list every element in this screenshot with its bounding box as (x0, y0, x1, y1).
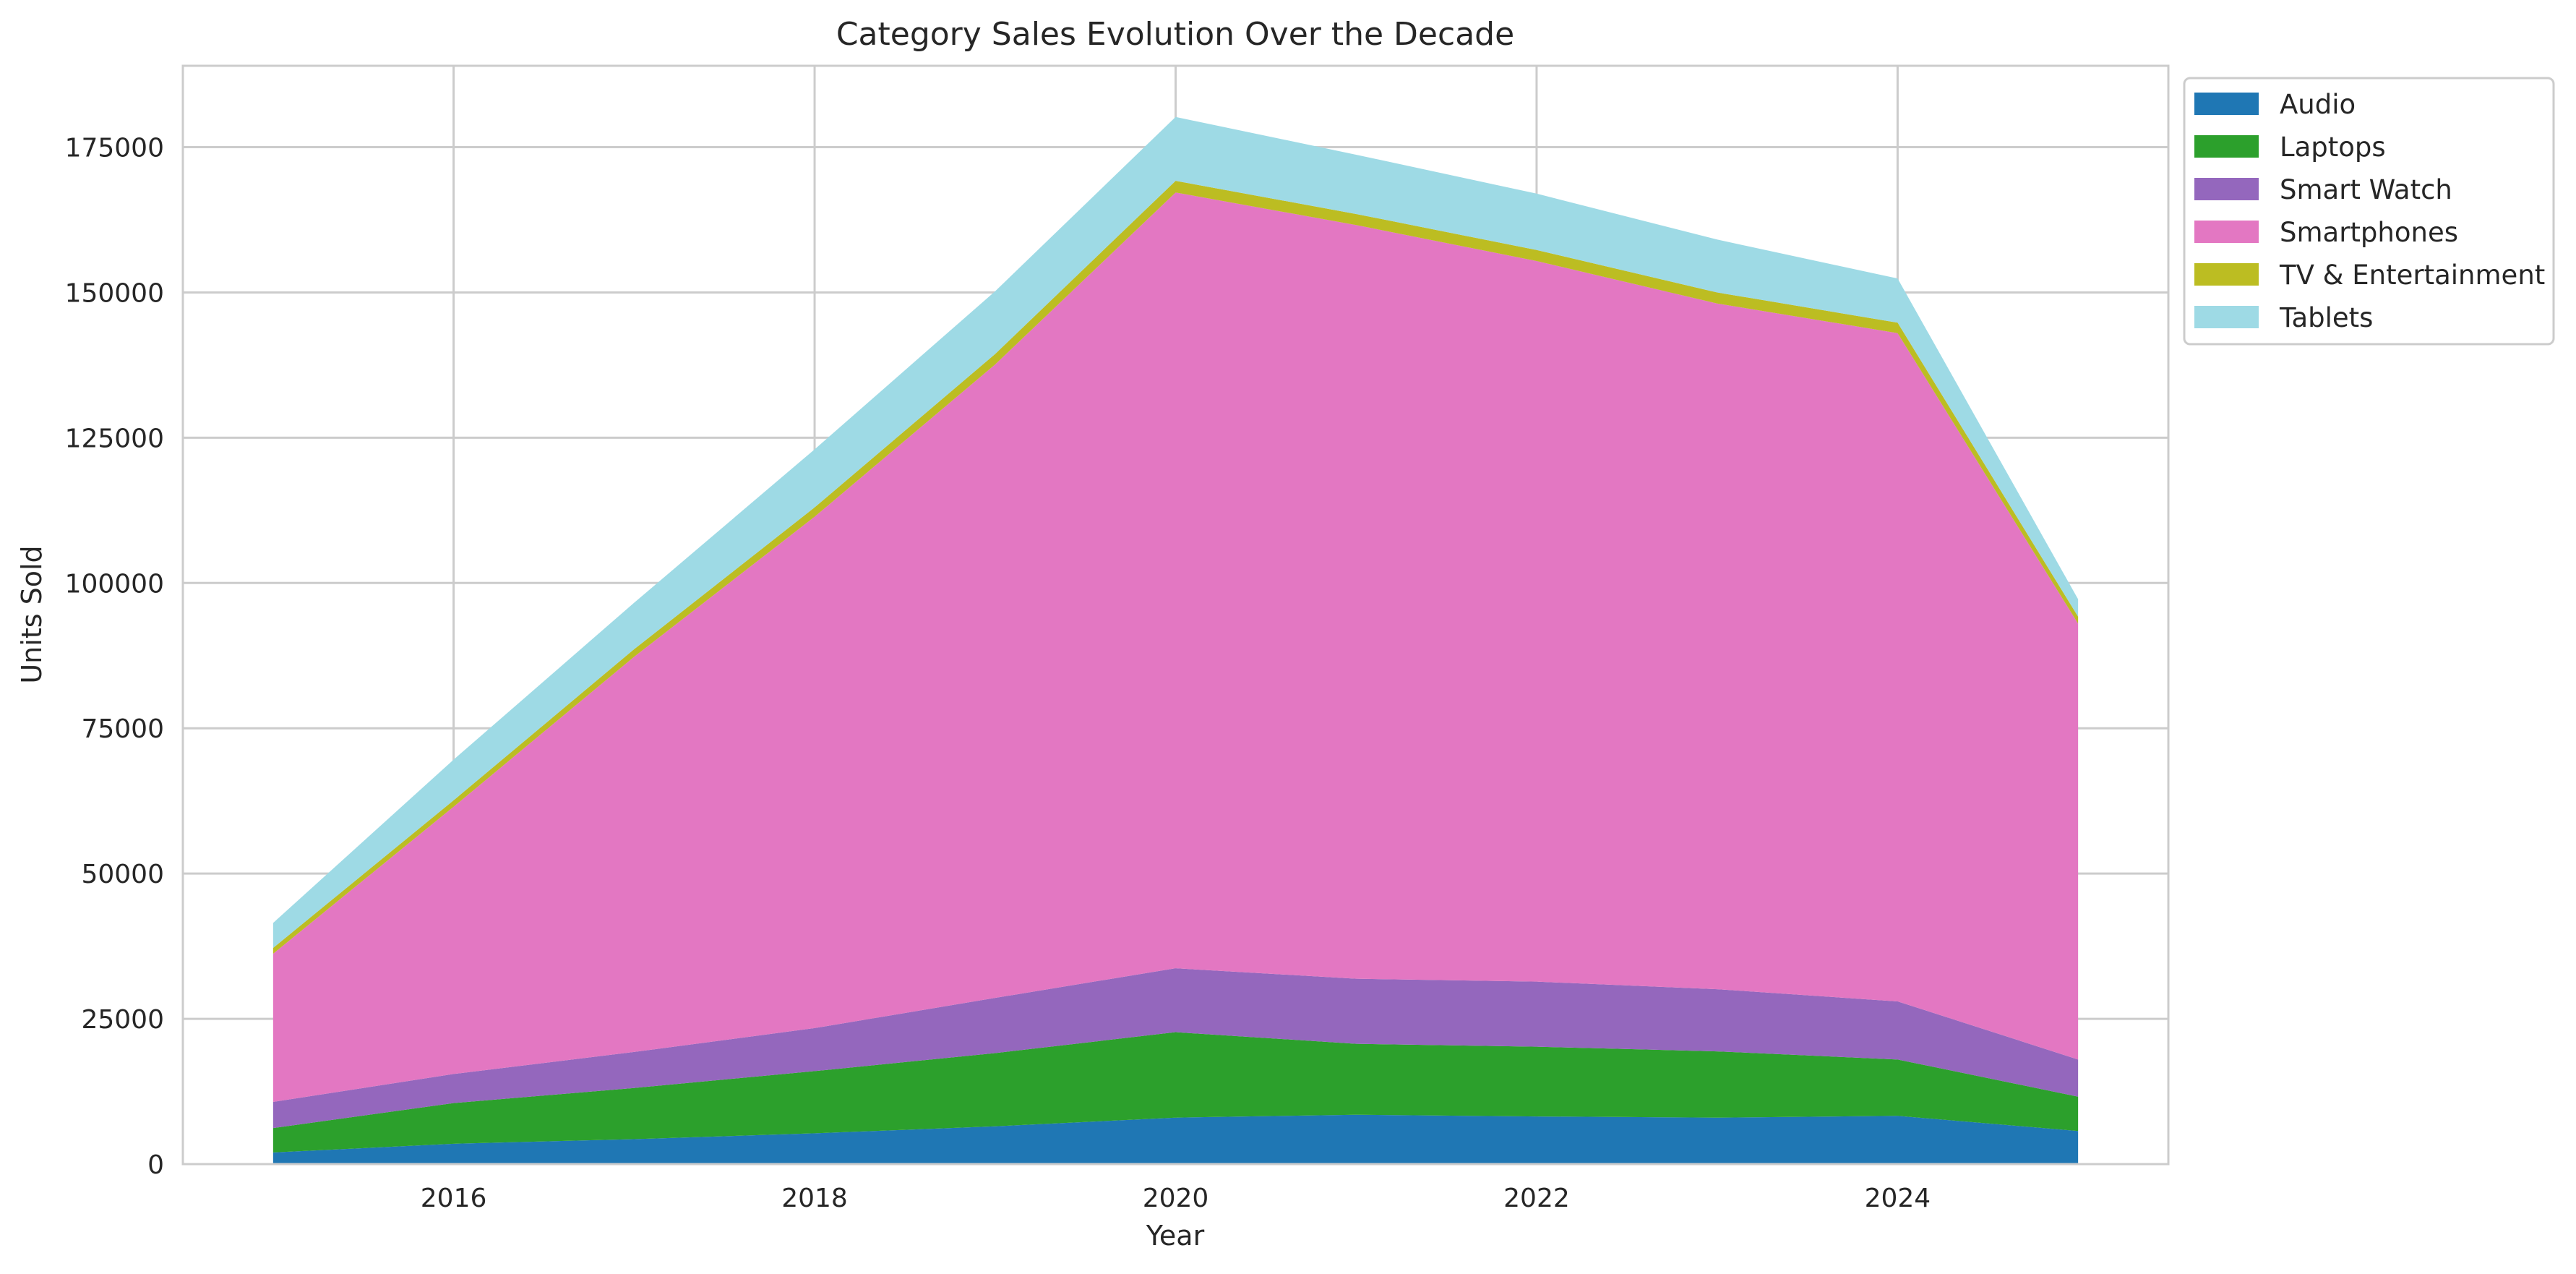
y-tick-label: 75000 (81, 714, 164, 744)
legend-swatch (2194, 135, 2259, 158)
y-tick-label: 125000 (65, 424, 164, 453)
y-tick-label: 25000 (81, 1005, 164, 1035)
legend: Audio Laptops Smart Watch Smartphones TV & E… (2183, 77, 2555, 346)
chart-title: Category Sales Evolution Over the Decade (836, 16, 1514, 53)
legend-box (2183, 77, 2555, 346)
plot-frame (181, 64, 2170, 1166)
y-tick-label: 175000 (65, 134, 164, 163)
y-tick-label: 100000 (65, 569, 164, 599)
legend-label: Laptops (2280, 132, 2386, 163)
area-audio (272, 1114, 2079, 1164)
legend-label: Tablets (2279, 302, 2373, 333)
legend-swatch (2194, 306, 2259, 328)
legend-swatch (2194, 263, 2259, 286)
y-tick-label: 50000 (81, 860, 164, 889)
x-tick-label: 2024 (1865, 1184, 1931, 1213)
legend-label: Audio (2280, 89, 2356, 120)
x-tick-labels: 2016 2018 2020 2022 2024 (421, 1184, 1931, 1213)
x-tick-label: 2022 (1503, 1184, 1570, 1213)
legend-label: Smartphones (2280, 217, 2458, 248)
area-smart-watch (272, 968, 2079, 1129)
legend-label: TV & Entertainment (2279, 260, 2545, 291)
legend-label: Smart Watch (2280, 174, 2452, 205)
legend-swatch (2194, 93, 2259, 115)
legend-swatch (2194, 178, 2259, 200)
y-tick-labels: 0 25000 50000 75000 100000 125000 150000 175000 (65, 134, 164, 1180)
area-layer (272, 116, 2079, 1164)
x-tick-label: 2018 (781, 1184, 848, 1213)
legend-swatch (2194, 221, 2259, 243)
area-laptops (272, 1032, 2079, 1153)
y-tick-label: 0 (147, 1150, 164, 1180)
y-tick-label: 150000 (65, 278, 164, 308)
area-smartphones (272, 192, 2079, 1103)
x-tick-label: 2016 (421, 1184, 487, 1213)
y-axis-label: Units Sold (16, 545, 48, 683)
x-axis-label: Year (1146, 1220, 1205, 1252)
x-tick-label: 2020 (1143, 1184, 1209, 1213)
